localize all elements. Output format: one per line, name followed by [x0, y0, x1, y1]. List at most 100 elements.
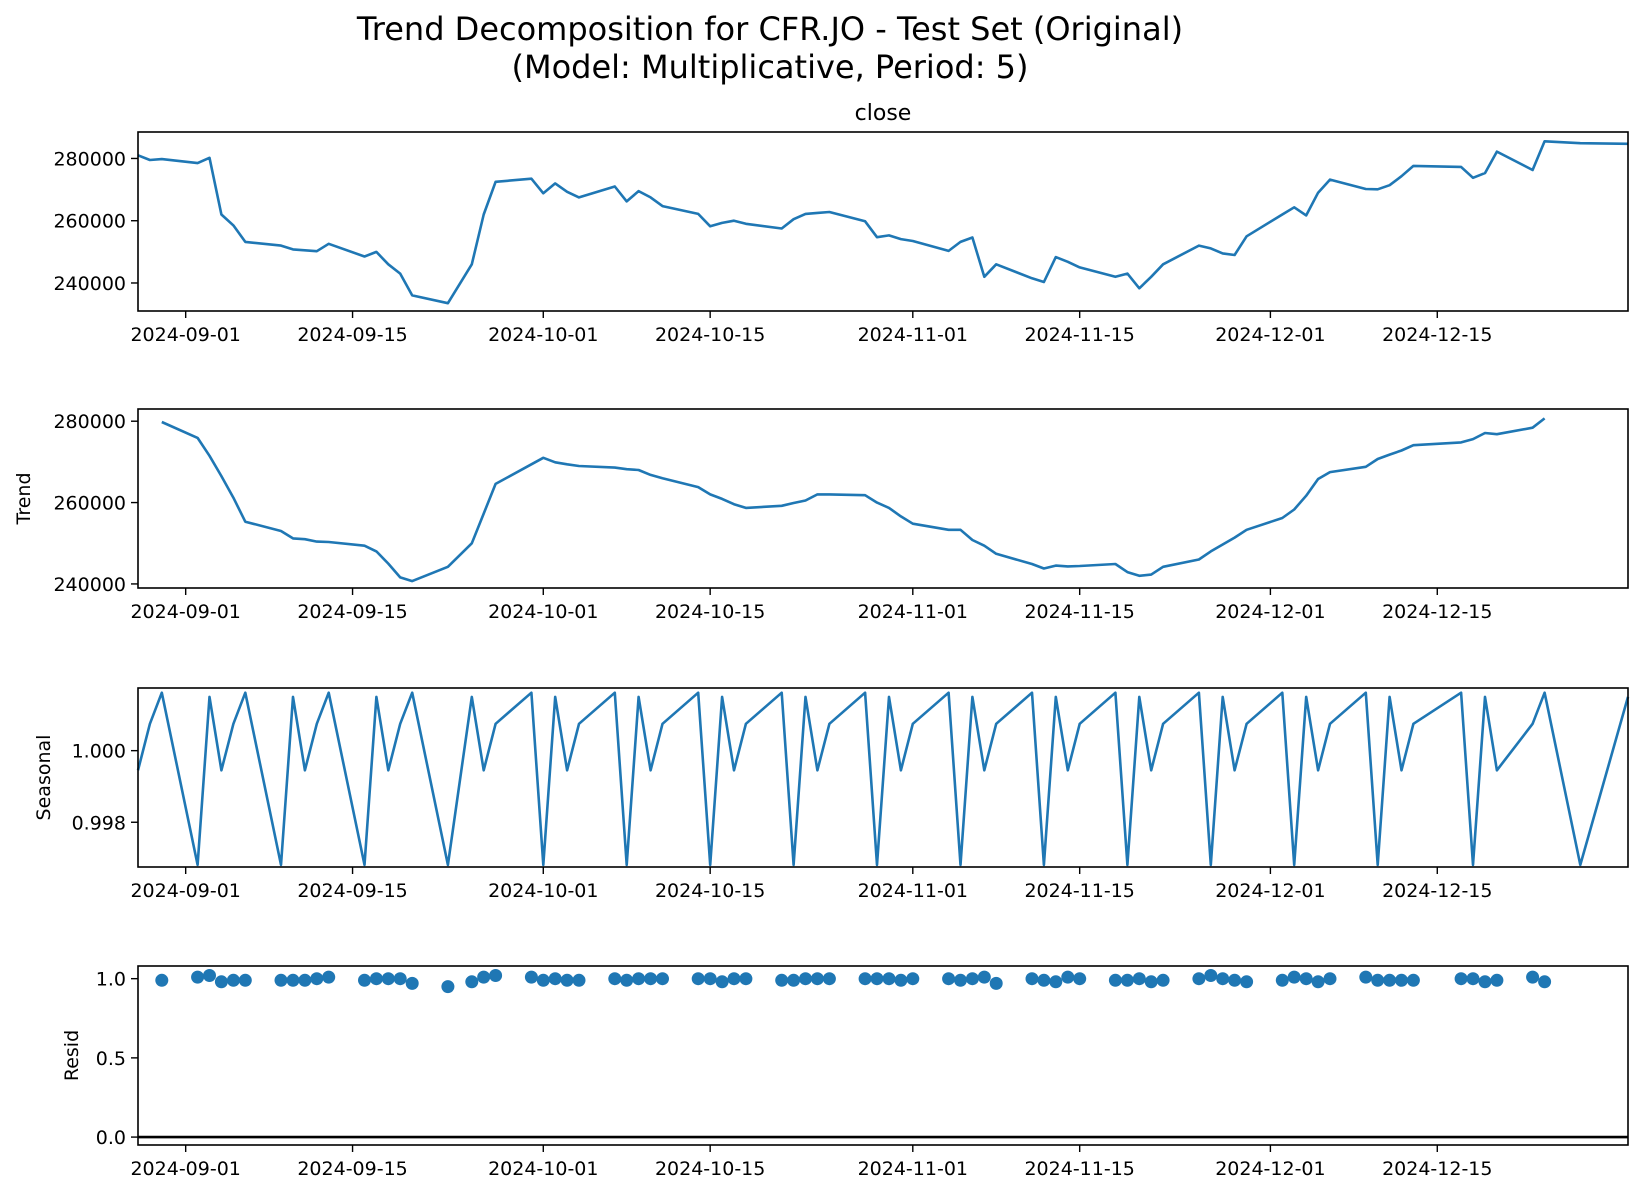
x-tick-label: 2024-09-15 [297, 1158, 407, 1180]
resid-point [989, 976, 1003, 990]
resid-point [691, 972, 705, 986]
resid-point [1478, 975, 1492, 989]
resid-point [393, 972, 407, 986]
y-axis-label: Trend [13, 473, 35, 526]
x-tick-label: 2024-10-15 [655, 324, 765, 346]
y-tick-label: 1.0 [96, 969, 126, 991]
resid-point [870, 972, 884, 986]
y-tick-label: 0.998 [72, 812, 126, 834]
x-tick-label: 2024-12-01 [1215, 601, 1325, 623]
resid-point [1323, 972, 1337, 986]
plot-frame [137, 965, 1629, 1146]
resid-point [1228, 973, 1242, 987]
resid-point [155, 973, 169, 987]
resid-point [1144, 975, 1158, 989]
x-tick-label: 2024-11-15 [1024, 1158, 1134, 1180]
resid-point [1120, 973, 1134, 987]
resid-point [882, 972, 896, 986]
resid-point [1275, 973, 1289, 987]
resid-point [632, 972, 646, 986]
resid-point [608, 972, 622, 986]
resid-point [441, 980, 455, 994]
resid-point [214, 975, 228, 989]
resid-point [489, 969, 503, 982]
resid-point [1061, 970, 1075, 984]
resid-point [1073, 972, 1087, 986]
x-tick-label: 2024-11-15 [1024, 324, 1134, 346]
resid-point [1299, 972, 1313, 986]
resid-point [727, 972, 741, 986]
resid-point [1406, 973, 1420, 987]
resid-point [703, 972, 717, 986]
x-tick-label: 2024-11-01 [858, 324, 968, 346]
resid-point [524, 970, 538, 984]
resid-point [1538, 975, 1552, 989]
x-tick-label: 2024-12-15 [1382, 1158, 1492, 1180]
plot-frame [137, 131, 1629, 312]
resid-point [1156, 973, 1170, 987]
resid-point [715, 975, 729, 989]
y-tick-label: 240000 [53, 574, 126, 596]
resid-point [310, 972, 324, 986]
resid-point [1049, 975, 1063, 989]
panel-3: 2024-09-01 2024-09-15 2024-10-01 2024-10-15… [33, 687, 1630, 902]
resid-point [1287, 970, 1301, 984]
y-tick-label: 0.0 [96, 1127, 126, 1149]
series-line [137, 140, 1629, 305]
y-tick-label: 280000 [53, 411, 126, 433]
resid-point [1108, 973, 1122, 987]
resid-point [465, 975, 479, 989]
resid-point [1311, 975, 1325, 989]
resid-point [954, 973, 967, 987]
resid-point [548, 972, 562, 986]
resid-point [1454, 972, 1468, 986]
resid-point [965, 972, 979, 986]
resid-point [238, 973, 252, 987]
x-tick-label: 2024-11-15 [1024, 601, 1134, 623]
resid-point [405, 976, 419, 990]
resid-point [1526, 970, 1540, 984]
x-tick-label: 2024-09-15 [297, 880, 407, 902]
resid-point [1466, 972, 1480, 986]
resid-point [858, 972, 872, 986]
resid-point [226, 973, 240, 987]
resid-point [942, 972, 956, 986]
y-axis-label: Seasonal [33, 735, 55, 821]
y-tick-label: 260000 [53, 493, 126, 515]
x-tick-label: 2024-09-01 [130, 1158, 240, 1180]
resid-point [191, 970, 205, 984]
x-tick-label: 2024-12-01 [1215, 880, 1325, 902]
panel-4: 2024-09-01 2024-09-15 2024-10-01 2024-10-15… [61, 965, 1629, 1180]
x-tick-label: 2024-10-15 [655, 1158, 765, 1180]
resid-point [977, 970, 991, 984]
resid-point [1371, 973, 1385, 987]
x-tick-label: 2024-09-15 [297, 324, 407, 346]
resid-point [369, 972, 383, 986]
y-tick-label: 280000 [53, 148, 126, 170]
y-tick-label: 240000 [53, 273, 126, 295]
figure-title: Trend Decomposition for CFR.JO - Test Se… [0, 10, 1540, 86]
x-tick-label: 2024-11-01 [858, 1158, 968, 1180]
resid-point [1240, 975, 1254, 989]
y-tick-label: 260000 [53, 211, 126, 233]
resid-point [560, 973, 574, 987]
x-tick-label: 2024-09-01 [130, 880, 240, 902]
x-tick-label: 2024-11-15 [1024, 880, 1134, 902]
x-tick-label: 2024-09-15 [297, 601, 407, 623]
x-tick-label: 2024-10-01 [488, 324, 598, 346]
plot-frame [137, 687, 1629, 868]
panel-2: 2024-09-01 2024-09-15 2024-10-01 2024-10-15… [13, 408, 1629, 623]
figure-title-line2: (Model: Multiplicative, Period: 5) [511, 48, 1029, 86]
y-tick-label: 0.5 [96, 1048, 126, 1070]
resid-point [787, 973, 801, 987]
resid-point [1216, 972, 1230, 986]
resid-point [739, 972, 753, 986]
figure-title-line1: Trend Decomposition for CFR.JO - Test Se… [356, 10, 1184, 48]
resid-point [358, 973, 371, 987]
resid-point [1037, 973, 1051, 987]
resid-point [894, 973, 908, 987]
resid-point [1383, 973, 1397, 987]
panel-1: 2024-09-01 2024-09-15 2024-10-01 2024-10-15… [53, 101, 1629, 346]
